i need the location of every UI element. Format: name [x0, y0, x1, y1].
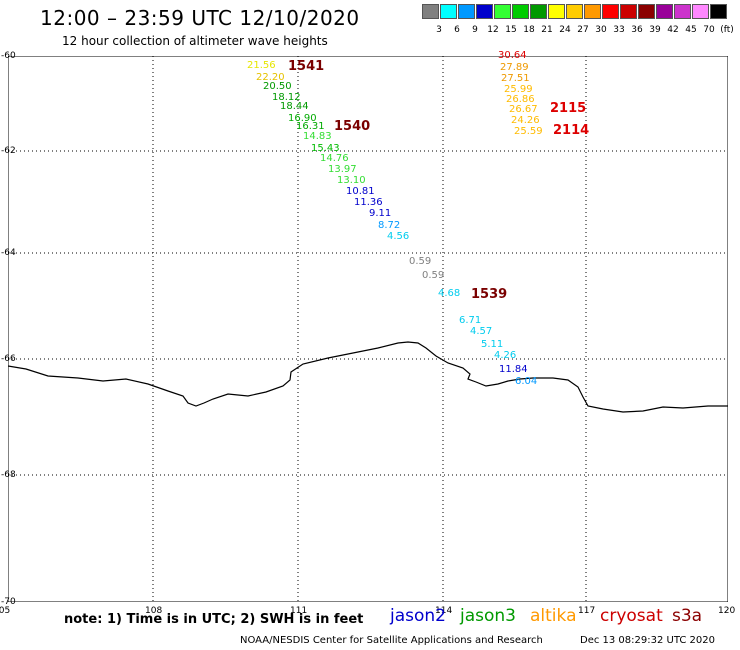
scale-swatch [710, 4, 727, 19]
wave-height-value: 5.11 [481, 339, 504, 350]
wave-height-value: 0.59 [409, 256, 432, 267]
scale-label: 3 [436, 25, 442, 35]
chart-title: 12:00 – 23:59 UTC 12/10/2020 [40, 6, 360, 30]
scale-label: 18 [523, 25, 535, 35]
scale-label: 27 [577, 25, 589, 35]
wave-height-value: 22.20 [256, 72, 285, 83]
credit-line: NOAA/NESDIS Center for Satellite Applica… [240, 635, 543, 646]
scale-swatch [656, 4, 673, 19]
scale-label: 42 [667, 25, 679, 35]
wave-height-value: 13.97 [328, 164, 357, 175]
scale-label: 15 [505, 25, 517, 35]
scale-swatch [476, 4, 493, 19]
scale-swatch [440, 4, 457, 19]
scale-label: 6 [454, 25, 460, 35]
wave-height-value: 18.44 [280, 101, 309, 112]
pass-number-label: 1541 [288, 59, 325, 74]
wave-height-value: 21.56 [247, 60, 276, 71]
scale-label: 36 [631, 25, 643, 35]
satellite-legend-s3a: s3a [672, 606, 703, 626]
scale-swatch [584, 4, 601, 19]
wave-height-value: 11.84 [499, 364, 528, 375]
scale-swatch [692, 4, 709, 19]
scale-label: 12 [487, 25, 499, 35]
scale-label: 33 [613, 25, 625, 35]
wave-height-value: 8.72 [378, 220, 401, 231]
wave-height-value: 27.89 [500, 62, 529, 73]
map-frame [8, 56, 728, 602]
scale-label: 45 [685, 25, 697, 35]
scale-swatch [620, 4, 637, 19]
satellite-legend-altika: altika [530, 606, 577, 626]
scale-swatch [458, 4, 475, 19]
wave-height-value: 16.90 [288, 113, 317, 124]
wave-height-value: 24.26 [511, 115, 540, 126]
wave-height-value: 4.56 [387, 231, 410, 242]
scale-swatch [566, 4, 583, 19]
wave-height-value: 14.83 [303, 131, 332, 142]
wave-height-value: 6.04 [515, 376, 538, 387]
scale-swatch [422, 4, 439, 19]
lon-label: 114 [435, 606, 453, 616]
wave-height-value: 25.99 [504, 84, 533, 95]
wave-height-value: 13.10 [337, 175, 366, 186]
scale-swatch [638, 4, 655, 19]
wave-height-value: 14.76 [320, 153, 349, 164]
lon-label: 117 [578, 606, 596, 616]
lat-lon-grid [8, 56, 728, 602]
map-border [8, 56, 728, 602]
wave-height-value: 16.31 [296, 121, 325, 132]
scale-swatch [512, 4, 529, 19]
scale-swatch [530, 4, 547, 19]
scale-label: 39 [649, 25, 661, 35]
wave-height-value: 20.50 [263, 81, 292, 92]
wave-height-value: 4.26 [494, 350, 517, 361]
wave-height-value: 26.67 [509, 104, 538, 115]
wave-height-value: 4.68 [438, 288, 461, 299]
lat-label: -68 [1, 470, 16, 480]
scale-swatch [494, 4, 511, 19]
lon-label: 105 [0, 606, 11, 616]
pass-number-label: 1539 [471, 287, 508, 302]
wave-height-value: 9.11 [369, 208, 392, 219]
scale-label: 9 [472, 25, 478, 35]
wave-height-value: 11.36 [354, 197, 383, 208]
scale-swatch [602, 4, 619, 19]
lon-label: 108 [145, 606, 163, 616]
scale-label: (ft) [720, 25, 734, 35]
lat-label: -64 [1, 248, 16, 258]
wave-height-value: 25.59 [514, 126, 543, 137]
satellite-legend-jason2: jason2 [390, 606, 446, 626]
lat-label: -70 [1, 597, 16, 607]
wave-height-value: 6.71 [459, 315, 482, 326]
wave-height-value: 10.81 [346, 186, 375, 197]
lat-label: -60 [1, 51, 16, 61]
satellite-legend-jason3: jason3 [460, 606, 516, 626]
satellite-legend-cryosat: cryosat [600, 606, 663, 626]
wave-height-value: 26.86 [506, 94, 535, 105]
scale-label: 70 [703, 25, 715, 35]
scale-label: 21 [541, 25, 553, 35]
wave-height-value: 15.43 [311, 143, 340, 154]
pass-number-label: 1540 [334, 119, 371, 134]
chart-subtitle: 12 hour collection of altimeter wave hei… [62, 34, 328, 48]
pass-number-label: 2114 [553, 123, 590, 138]
lon-label: 111 [290, 606, 308, 616]
wave-height-value: 4.57 [470, 326, 493, 337]
coastline [8, 341, 728, 413]
pass-number-label: 2115 [550, 101, 587, 116]
wave-height-value: 27.51 [501, 73, 530, 84]
wave-height-value: 30.64 [498, 50, 527, 61]
lon-label: 120 [718, 606, 736, 616]
wave-height-value: 0.59 [422, 270, 445, 281]
scale-label: 30 [595, 25, 607, 35]
scale-swatch [548, 4, 565, 19]
footer-note: note: 1) Time is in UTC; 2) SWH is in fe… [64, 612, 364, 627]
scale-label: 24 [559, 25, 571, 35]
generated-timestamp: Dec 13 08:29:32 UTC 2020 [580, 635, 715, 646]
lat-label: -62 [1, 146, 16, 156]
scale-swatch [674, 4, 691, 19]
lat-label: -66 [1, 354, 16, 364]
wave-height-value: 18.12 [272, 92, 301, 103]
